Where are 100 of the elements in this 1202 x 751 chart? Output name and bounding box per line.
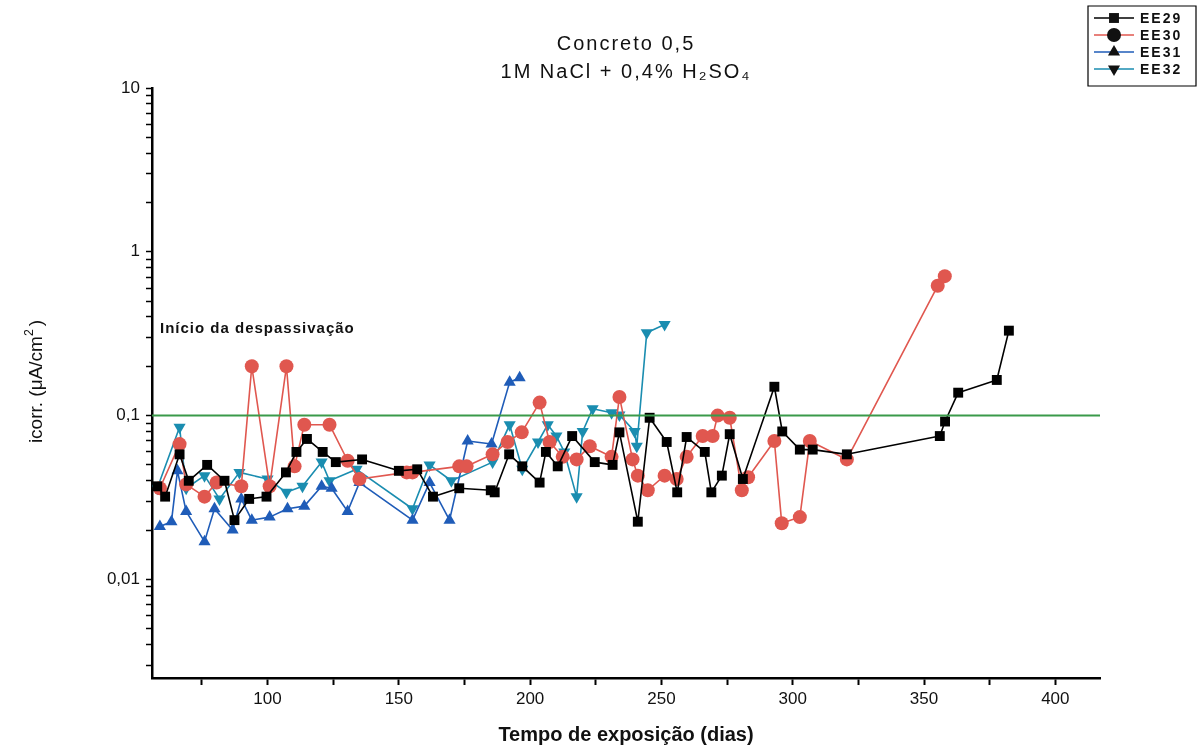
point bbox=[291, 446, 302, 457]
point bbox=[489, 487, 500, 498]
point bbox=[317, 446, 328, 457]
point bbox=[769, 381, 780, 392]
point bbox=[153, 519, 166, 531]
point bbox=[540, 446, 551, 457]
point bbox=[514, 425, 529, 440]
x-tick-label: 150 bbox=[384, 688, 414, 708]
point bbox=[681, 432, 692, 442]
point bbox=[737, 474, 748, 484]
point bbox=[658, 320, 671, 332]
point bbox=[197, 489, 212, 504]
point bbox=[445, 477, 458, 488]
point bbox=[428, 491, 438, 502]
point bbox=[315, 458, 328, 470]
point bbox=[213, 495, 226, 506]
point bbox=[767, 433, 782, 448]
point bbox=[219, 475, 230, 486]
point bbox=[202, 459, 213, 470]
point bbox=[298, 499, 311, 510]
chart-subtitle: 1M NaCl + 0,4% H₂SO₄ bbox=[500, 60, 752, 82]
point bbox=[245, 513, 258, 524]
point bbox=[934, 431, 945, 441]
point bbox=[234, 479, 249, 494]
x-tick-label: 300 bbox=[778, 688, 807, 708]
point bbox=[672, 487, 683, 498]
point bbox=[198, 472, 211, 483]
point bbox=[208, 501, 221, 513]
x-tick-label: 400 bbox=[1041, 688, 1070, 708]
point bbox=[423, 461, 436, 472]
point bbox=[794, 444, 805, 455]
point bbox=[281, 501, 294, 513]
point bbox=[322, 417, 337, 432]
point bbox=[279, 359, 294, 374]
point bbox=[330, 457, 341, 468]
point bbox=[792, 510, 807, 525]
point bbox=[174, 449, 185, 460]
chart-title: Concreto 0,5 bbox=[556, 32, 696, 54]
point bbox=[297, 417, 312, 432]
point bbox=[325, 481, 338, 492]
x-tick-label: 350 bbox=[909, 688, 939, 708]
point bbox=[503, 421, 516, 432]
point bbox=[198, 534, 211, 546]
point bbox=[485, 447, 500, 462]
point bbox=[341, 504, 354, 515]
y-tick-label: 1 bbox=[130, 241, 140, 261]
point bbox=[576, 427, 589, 439]
point bbox=[586, 405, 599, 416]
point bbox=[280, 467, 291, 478]
legend-label: EE32 bbox=[1140, 60, 1183, 77]
point bbox=[165, 514, 178, 526]
x-tick-label: 100 bbox=[253, 688, 282, 708]
x-axis-title: Tempo de exposição (dias) bbox=[498, 722, 754, 745]
legend-label: EE29 bbox=[1140, 9, 1183, 26]
point bbox=[301, 434, 312, 444]
point bbox=[724, 429, 735, 440]
point bbox=[534, 477, 545, 488]
point bbox=[454, 483, 465, 494]
point bbox=[582, 439, 597, 454]
point bbox=[930, 278, 945, 293]
y-tick-label: 0,1 bbox=[116, 405, 140, 425]
point bbox=[485, 437, 498, 448]
point bbox=[1003, 325, 1014, 336]
point bbox=[280, 488, 293, 500]
point bbox=[567, 431, 578, 441]
point bbox=[774, 516, 789, 531]
point bbox=[657, 468, 672, 483]
point bbox=[160, 491, 171, 502]
point bbox=[625, 452, 640, 467]
point bbox=[991, 375, 1002, 385]
point bbox=[614, 427, 625, 438]
y-tick-label: 0,01 bbox=[106, 569, 140, 589]
point bbox=[183, 475, 194, 486]
point bbox=[532, 395, 547, 410]
point bbox=[841, 449, 852, 460]
point bbox=[937, 269, 952, 284]
point bbox=[173, 423, 186, 435]
point bbox=[423, 475, 436, 487]
point bbox=[357, 454, 368, 465]
point bbox=[517, 461, 528, 472]
point bbox=[589, 457, 600, 468]
point bbox=[296, 482, 309, 494]
point bbox=[406, 505, 419, 516]
point bbox=[705, 429, 720, 444]
point bbox=[180, 504, 193, 515]
legend-label: EE30 bbox=[1140, 26, 1183, 43]
point bbox=[734, 483, 749, 498]
annotation: Início da despassivação bbox=[160, 318, 355, 336]
point bbox=[569, 452, 584, 467]
point bbox=[500, 434, 515, 449]
x-tick-label: 200 bbox=[515, 688, 545, 708]
legend-label: EE31 bbox=[1140, 43, 1183, 60]
point bbox=[716, 470, 727, 481]
point bbox=[443, 513, 456, 524]
point bbox=[261, 491, 272, 502]
y-axis-title: icorr. (μA/cm2) bbox=[22, 319, 46, 444]
point bbox=[315, 479, 328, 490]
point bbox=[807, 444, 818, 455]
point bbox=[953, 387, 964, 398]
point bbox=[699, 446, 710, 457]
